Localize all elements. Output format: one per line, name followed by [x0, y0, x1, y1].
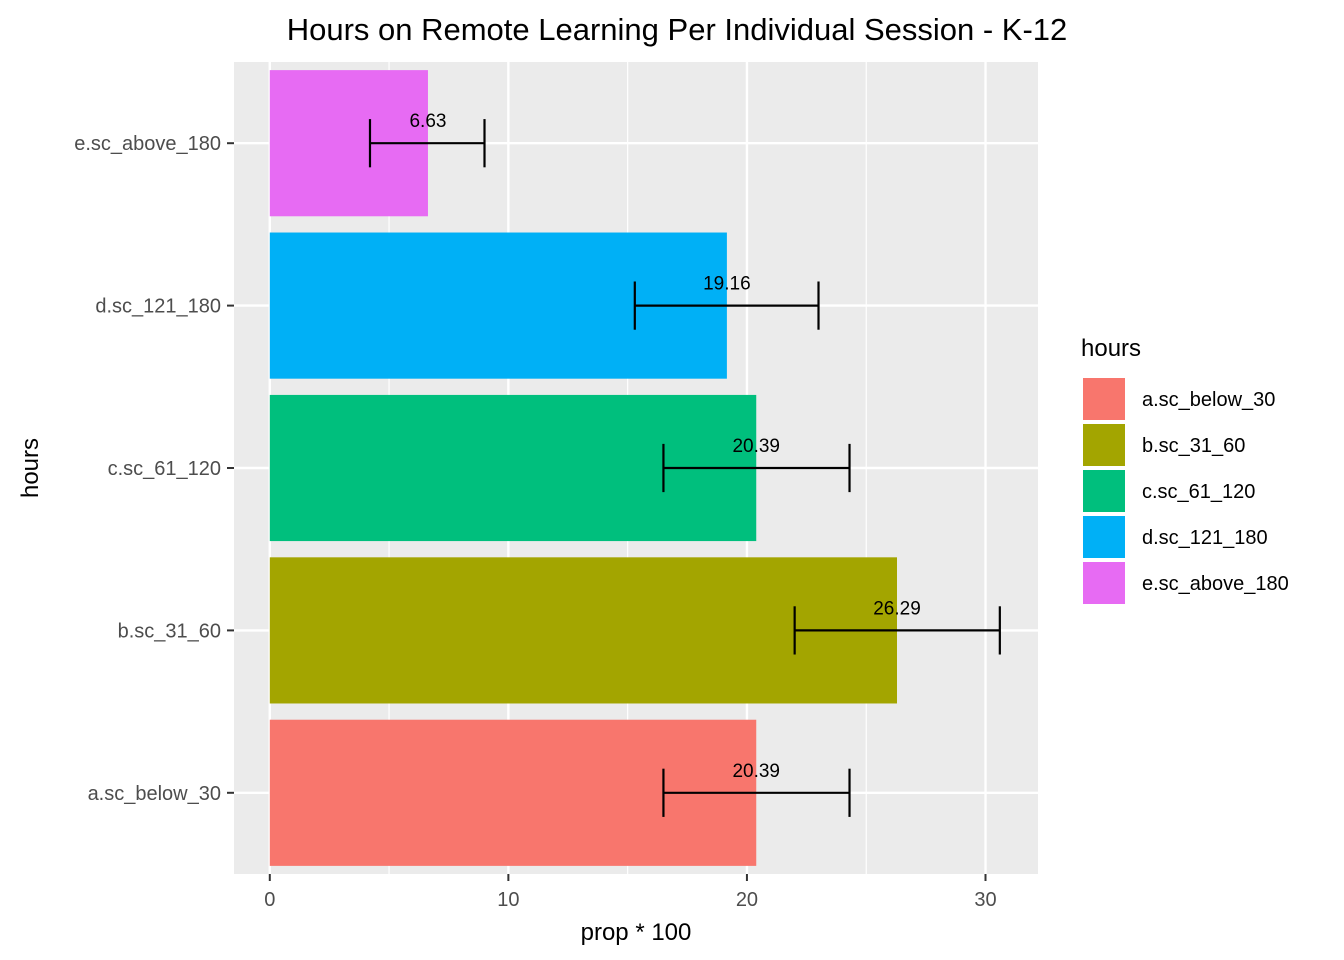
- legend-items: a.sc_below_30 b.sc_31_60 c.sc_61_120 d.sc_1…: [1081, 376, 1289, 606]
- legend-swatch-a.sc_below_30: [1083, 378, 1125, 420]
- data-label-a.sc_below_30: 20.39: [732, 761, 780, 782]
- legend-label-b.sc_31_60: b.sc_31_60: [1142, 435, 1245, 457]
- y-tick-label: e.sc_above_180: [74, 133, 221, 155]
- x-axis-title: prop * 100: [581, 919, 692, 946]
- y-tick-label: a.sc_below_30: [88, 783, 221, 805]
- legend-label-e.sc_above_180: e.sc_above_180: [1142, 573, 1289, 595]
- data-labels: 20.39 26.29 20.39 19.16 6.63: [409, 111, 920, 782]
- y-axis: a.sc_below_30 b.sc_31_60 c.sc_61_120 d.sc_1…: [74, 133, 234, 805]
- y-axis-title: hours: [17, 438, 44, 498]
- legend-swatch-c.sc_61_120: [1083, 470, 1125, 512]
- errorbar-e.sc_above_180: [368, 119, 486, 168]
- legend: hours a.sc_below_30 b.sc_31_60 c.sc_61_120…: [1081, 335, 1289, 606]
- data-label-c.sc_61_120: 20.39: [732, 436, 780, 457]
- errorbar-b.sc_31_60: [793, 606, 1001, 655]
- data-label-b.sc_31_60: 26.29: [873, 598, 921, 619]
- y-tick-label: c.sc_61_120: [108, 458, 221, 480]
- legend-label-c.sc_61_120: c.sc_61_120: [1142, 481, 1255, 503]
- errorbar-a.sc_below_30: [662, 768, 851, 817]
- errorbar-d.sc_121_180: [633, 281, 820, 330]
- legend-label-a.sc_below_30: a.sc_below_30: [1142, 389, 1275, 411]
- y-tick-label: d.sc_121_180: [95, 296, 221, 318]
- bar-b.sc_31_60: [269, 557, 898, 704]
- y-tick-label: b.sc_31_60: [118, 620, 221, 642]
- chart-title: Hours on Remote Learning Per Individual …: [287, 12, 1068, 47]
- x-tick-label: 0: [264, 889, 275, 911]
- errorbar-c.sc_61_120: [662, 443, 851, 493]
- x-tick-label: 20: [736, 889, 758, 911]
- x-axis: 0 10 20 30: [264, 874, 997, 911]
- error-bars: [368, 119, 1001, 817]
- data-label-e.sc_above_180: 6.63: [409, 111, 446, 132]
- legend-swatch-e.sc_above_180: [1083, 562, 1125, 604]
- legend-swatch-b.sc_31_60: [1083, 424, 1125, 466]
- legend-swatch-d.sc_121_180: [1083, 516, 1125, 558]
- legend-title: hours: [1081, 335, 1141, 362]
- x-tick-label: 30: [974, 889, 996, 911]
- data-label-d.sc_121_180: 19.16: [703, 274, 751, 295]
- legend-label-d.sc_121_180: d.sc_121_180: [1142, 527, 1268, 549]
- x-tick-label: 10: [497, 889, 519, 911]
